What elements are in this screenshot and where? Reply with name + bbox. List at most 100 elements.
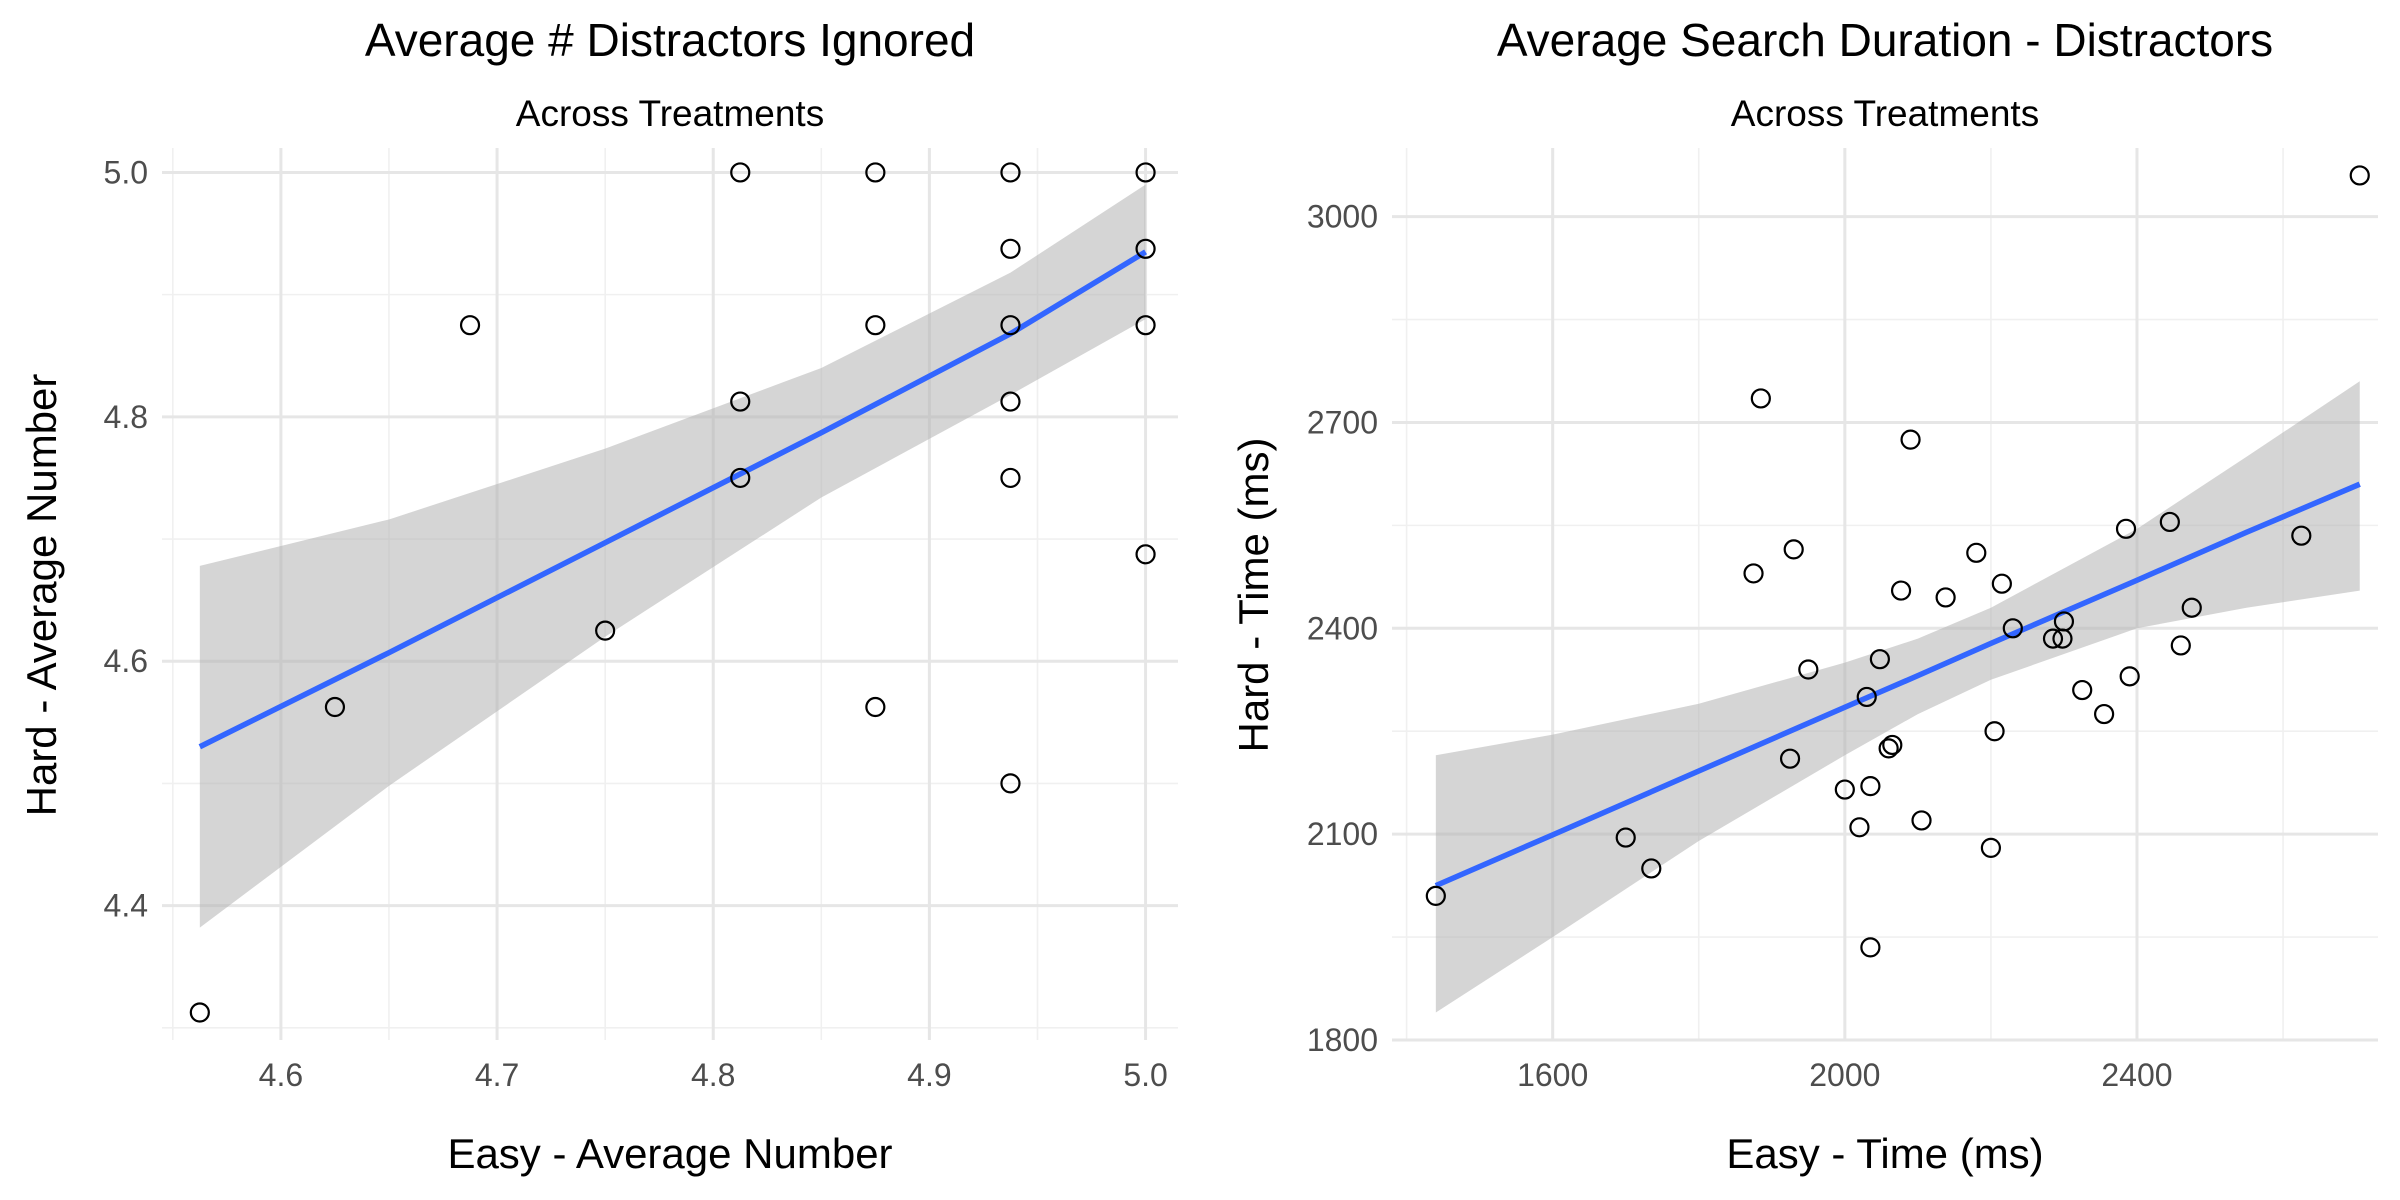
data-point xyxy=(1783,539,1804,560)
data-point xyxy=(730,467,751,489)
data-point xyxy=(2042,628,2064,649)
y-tick-label: 4.6 xyxy=(104,643,148,679)
data-point xyxy=(1834,779,1855,800)
y-tick-label: 4.8 xyxy=(104,399,148,435)
data-point xyxy=(1869,649,1890,670)
data-point xyxy=(324,696,346,718)
data-point xyxy=(1779,748,1801,769)
fit-line-layer xyxy=(198,249,1147,750)
y-axis-label: Hard - Time (ms) xyxy=(1230,438,1277,753)
data-point xyxy=(189,1002,210,1023)
data-point xyxy=(1911,810,1932,831)
data-point xyxy=(1641,858,1662,879)
data-point xyxy=(1900,429,1921,450)
data-point xyxy=(1135,162,1156,183)
x-tick-label: 4.7 xyxy=(475,1057,519,1093)
chart-subtitle: Across Treatments xyxy=(1731,93,2039,134)
data-point xyxy=(2115,518,2137,539)
confidence-band-layer xyxy=(199,184,1146,928)
data-point xyxy=(1798,659,1819,680)
data-point xyxy=(1935,587,1956,608)
y-tick-label: 2700 xyxy=(1307,404,1378,440)
data-point xyxy=(865,315,886,336)
data-point xyxy=(1966,542,1987,563)
data-point xyxy=(730,391,751,412)
data-point xyxy=(1135,238,1156,259)
data-point xyxy=(459,315,481,336)
chart-subtitle: Across Treatments xyxy=(516,93,824,134)
x-axis-label: Easy - Average Number xyxy=(447,1130,892,1177)
confidence-band-layer xyxy=(1435,381,2360,1013)
data-point xyxy=(730,162,751,183)
data-point xyxy=(1849,817,1870,838)
data-point xyxy=(1878,738,1899,759)
data-point xyxy=(2072,679,2093,701)
chart-title: Average Search Duration - Distractors xyxy=(1497,14,2273,66)
data-point xyxy=(1000,238,1021,259)
data-point xyxy=(2291,525,2312,546)
y-tick-label: 2100 xyxy=(1307,816,1378,852)
x-tick-label: 2000 xyxy=(1809,1057,1880,1093)
data-point xyxy=(1425,885,1446,907)
y-tick-label: 3000 xyxy=(1307,199,1378,235)
data-point xyxy=(1856,686,1877,708)
confidence-band xyxy=(1435,381,2360,1013)
data-point xyxy=(1000,467,1021,489)
grid-layer xyxy=(162,148,1178,1040)
fit-line-layer xyxy=(1434,481,2361,889)
panel-distractors-ignored: Average # Distractors Ignored Across Tre… xyxy=(18,14,1178,1177)
data-point xyxy=(1980,837,2002,858)
data-point xyxy=(2181,597,2202,618)
data-point xyxy=(1860,937,1881,958)
x-tick-layer: 4.6 4.7 4.8 4.9 5.0 xyxy=(259,1057,1168,1093)
data-point xyxy=(865,696,886,718)
data-point xyxy=(2349,165,2370,186)
data-point xyxy=(1135,544,1156,565)
data-point xyxy=(1615,827,1636,848)
data-point xyxy=(1135,315,1156,336)
data-point xyxy=(595,620,616,641)
data-point xyxy=(1882,734,1903,756)
fit-line xyxy=(1434,481,2361,889)
x-tick-label: 2400 xyxy=(2101,1057,2172,1093)
data-point xyxy=(1000,315,1021,336)
data-point xyxy=(2053,611,2075,632)
y-tick-layer: 1800 2100 2400 2700 3000 xyxy=(1307,199,1378,1058)
y-tick-label: 2400 xyxy=(1307,610,1378,646)
y-tick-label: 1800 xyxy=(1307,1022,1378,1058)
data-point xyxy=(1000,773,1021,794)
x-tick-label: 4.6 xyxy=(259,1057,303,1093)
point-layer xyxy=(1425,165,2370,958)
fit-line xyxy=(198,249,1147,750)
data-point xyxy=(1750,388,1771,409)
data-point xyxy=(1000,162,1021,183)
point-layer xyxy=(189,162,1156,1023)
y-tick-layer: 4.4 4.6 4.8 5.0 xyxy=(104,154,148,923)
data-point xyxy=(1991,573,2012,594)
data-point xyxy=(1743,563,1764,584)
x-tick-label: 4.9 xyxy=(907,1057,951,1093)
x-tick-label: 4.8 xyxy=(691,1057,735,1093)
data-point xyxy=(1000,391,1021,412)
data-point xyxy=(2159,511,2180,533)
data-point xyxy=(1890,580,1912,601)
data-point xyxy=(2002,618,2023,639)
y-axis-label: Hard - Average Number xyxy=(18,374,65,817)
x-tick-label: 1600 xyxy=(1517,1057,1588,1093)
data-point xyxy=(865,162,886,183)
data-point xyxy=(2094,703,2115,725)
chart-title: Average # Distractors Ignored xyxy=(365,14,975,66)
y-tick-label: 4.4 xyxy=(104,888,148,924)
data-point xyxy=(1984,721,2005,742)
data-point xyxy=(1860,776,1881,797)
x-axis-label: Easy - Time (ms) xyxy=(1726,1130,2043,1177)
y-tick-label: 5.0 xyxy=(104,154,148,190)
x-tick-layer: 1600 2000 2400 xyxy=(1517,1057,2172,1093)
data-point xyxy=(2119,666,2140,687)
x-tick-label: 5.0 xyxy=(1123,1057,1167,1093)
confidence-band xyxy=(199,184,1146,928)
data-point xyxy=(2170,635,2191,656)
panel-search-duration: Average Search Duration - Distractors Ac… xyxy=(1230,14,2378,1177)
